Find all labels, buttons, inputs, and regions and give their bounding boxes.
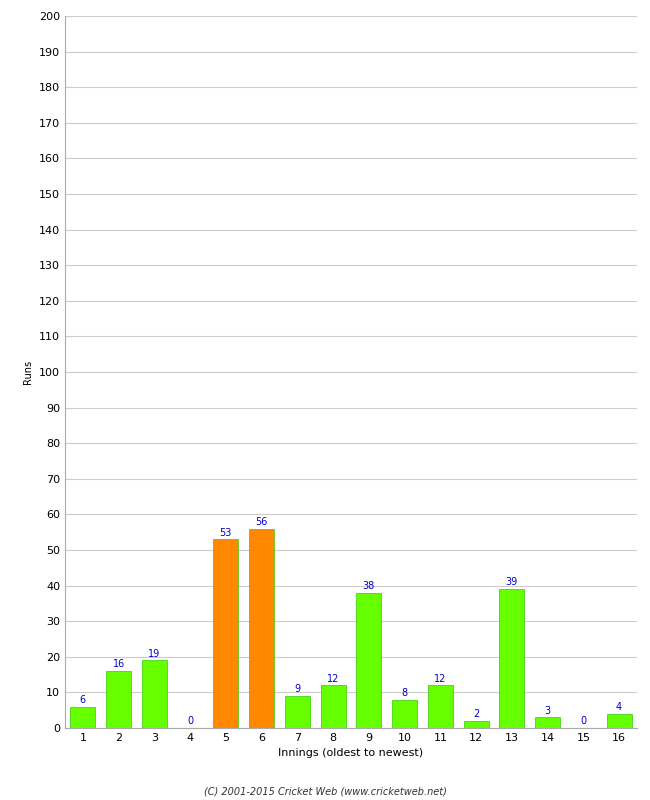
Bar xyxy=(392,699,417,728)
X-axis label: Innings (oldest to newest): Innings (oldest to newest) xyxy=(278,749,424,758)
Text: 53: 53 xyxy=(220,527,232,538)
Bar xyxy=(428,686,453,728)
Bar xyxy=(320,686,346,728)
Bar xyxy=(463,721,489,728)
Text: 3: 3 xyxy=(545,706,551,715)
Y-axis label: Runs: Runs xyxy=(23,360,33,384)
Text: 4: 4 xyxy=(616,702,622,712)
Text: 56: 56 xyxy=(255,517,268,527)
Bar xyxy=(285,696,310,728)
Bar xyxy=(70,706,96,728)
Bar xyxy=(499,589,525,728)
Bar xyxy=(535,718,560,728)
Text: 8: 8 xyxy=(402,688,408,698)
Text: 12: 12 xyxy=(327,674,339,683)
Text: 16: 16 xyxy=(112,659,125,670)
Text: 19: 19 xyxy=(148,649,161,658)
Text: 38: 38 xyxy=(363,581,375,591)
Bar xyxy=(356,593,382,728)
Bar xyxy=(249,529,274,728)
Bar xyxy=(213,539,239,728)
Text: 0: 0 xyxy=(187,716,193,726)
Text: 9: 9 xyxy=(294,684,300,694)
Bar xyxy=(106,671,131,728)
Bar xyxy=(606,714,632,728)
Text: 0: 0 xyxy=(580,716,586,726)
Bar xyxy=(142,660,167,728)
Text: 39: 39 xyxy=(506,578,518,587)
Text: (C) 2001-2015 Cricket Web (www.cricketweb.net): (C) 2001-2015 Cricket Web (www.cricketwe… xyxy=(203,786,447,796)
Text: 6: 6 xyxy=(80,695,86,705)
Text: 12: 12 xyxy=(434,674,447,683)
Text: 2: 2 xyxy=(473,709,479,719)
